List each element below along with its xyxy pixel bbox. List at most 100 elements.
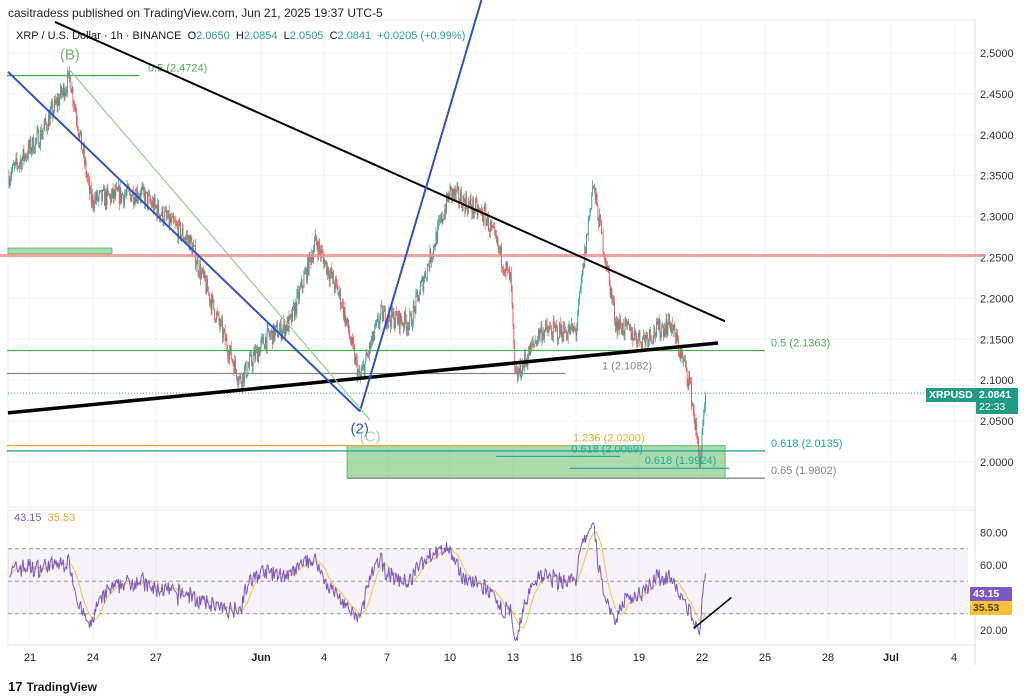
candle-body	[686, 368, 688, 382]
candle-body	[452, 189, 454, 198]
close-label: C	[329, 30, 338, 42]
candle-body	[171, 217, 173, 223]
candle-body	[475, 199, 477, 202]
candle-body	[91, 195, 93, 204]
candle-body	[667, 324, 669, 335]
candle-body	[141, 188, 143, 191]
candle-body	[413, 305, 415, 307]
candle-body	[285, 325, 287, 331]
candle-body	[26, 156, 27, 159]
candle-body	[116, 187, 118, 189]
candle-body	[500, 246, 502, 254]
candle-body	[566, 337, 568, 339]
candle-body	[411, 325, 413, 327]
candle-body	[593, 185, 595, 188]
black-downtrend-line	[54, 21, 726, 323]
time-tick-label: 16	[570, 652, 582, 664]
candle-body	[158, 202, 160, 215]
candle-body	[621, 323, 623, 334]
candle-body	[197, 257, 199, 273]
candle-body	[563, 324, 565, 341]
candle-body	[670, 323, 672, 331]
candle-body	[440, 213, 442, 221]
candle-body	[522, 363, 524, 376]
change-value: +0.0205 (+0.99%)	[377, 30, 466, 42]
candle-body	[605, 258, 607, 265]
candle-body	[105, 191, 107, 206]
candle-body	[561, 326, 563, 339]
candle-body	[594, 187, 596, 200]
candle-body	[424, 272, 426, 281]
candle-body	[390, 319, 391, 327]
candle-body	[356, 359, 358, 379]
candle-body	[555, 325, 557, 328]
time-tick-label: 21	[24, 652, 36, 664]
candle-body	[593, 185, 594, 187]
candle-body	[210, 299, 212, 311]
candle-body	[8, 175, 10, 186]
candle-body	[328, 276, 330, 282]
candle-body	[548, 328, 550, 333]
candle-body	[493, 227, 495, 228]
candle-body	[609, 279, 611, 296]
candle-body	[466, 196, 468, 208]
candle-body	[282, 327, 284, 334]
candle-body	[180, 234, 182, 239]
candle-body	[107, 188, 109, 192]
candle-body	[377, 317, 379, 326]
candle-body	[205, 280, 207, 293]
candle-body	[404, 311, 405, 328]
candle-body	[427, 264, 429, 266]
price-tick-label: 2.2000	[980, 293, 1014, 305]
candle-body	[649, 329, 650, 340]
time-tick-label: 4	[321, 652, 327, 664]
candle-body	[569, 326, 571, 334]
candle-body	[247, 367, 249, 375]
candle-body	[315, 234, 317, 242]
rsi-tick-label: 20.00	[980, 625, 1008, 637]
candle-body	[624, 319, 626, 335]
candle-body	[117, 186, 119, 192]
candle-body	[369, 343, 371, 348]
candle-body	[552, 321, 554, 340]
candle-body	[178, 220, 180, 240]
candle-body	[229, 345, 231, 351]
candle-body	[135, 194, 137, 203]
candle-body	[173, 220, 175, 223]
candle-body	[354, 347, 356, 364]
candle-body	[439, 219, 441, 221]
candle-body	[180, 222, 181, 239]
candle-body	[464, 201, 466, 212]
candle-body	[119, 187, 121, 205]
candle-body	[521, 375, 523, 378]
candle-body	[602, 232, 604, 253]
candle-body	[612, 298, 614, 302]
candle-body	[397, 311, 399, 323]
candle-body	[164, 211, 166, 223]
candle-body	[246, 374, 248, 378]
candle-body	[115, 188, 117, 197]
candle-body	[336, 281, 338, 287]
candle-body	[348, 331, 350, 337]
time-tick-label: 25	[759, 652, 771, 664]
symbol-name[interactable]: XRP / U.S. Dollar · 1h · BINANCE	[16, 30, 182, 42]
tradingview-logo[interactable]: 17 TradingView	[8, 679, 97, 694]
candle-body	[443, 218, 445, 220]
candle-body	[614, 301, 615, 321]
candle-body	[238, 376, 240, 382]
candle-body	[320, 249, 321, 256]
candle-body	[384, 308, 386, 326]
candle-body	[177, 226, 179, 240]
candle-body	[40, 129, 42, 139]
time-tick-label: Jul	[883, 652, 899, 664]
candle-body	[684, 359, 685, 362]
candle-body	[254, 350, 256, 360]
rsi-tick-label: 60.00	[980, 560, 1008, 572]
price-tick-label: 2.1500	[980, 334, 1014, 346]
candle-body	[261, 337, 263, 341]
candle-body	[278, 334, 279, 338]
candle-body	[215, 312, 217, 321]
candle-body	[614, 320, 616, 328]
candle-body	[10, 176, 12, 181]
